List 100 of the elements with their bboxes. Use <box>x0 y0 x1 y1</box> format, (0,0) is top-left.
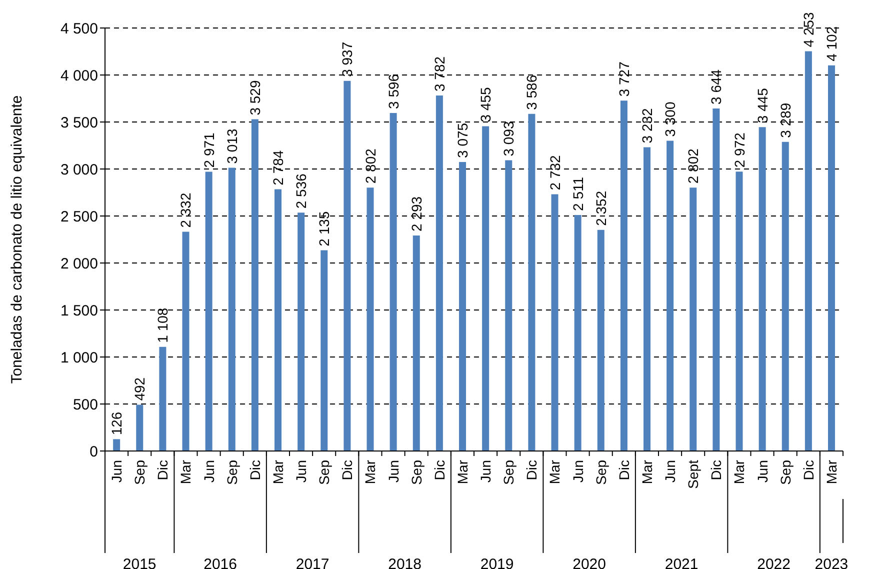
data-label: 3 782 <box>431 56 448 92</box>
x-tick-label: Sep <box>316 460 332 485</box>
text: 2021 <box>664 556 698 569</box>
x-tick-label: Sep <box>500 460 517 485</box>
x-tick-label: Sep <box>592 460 609 485</box>
text: 2019 <box>480 556 514 569</box>
data-label: 3 300 <box>662 102 678 137</box>
x-tick-label: Jun <box>754 460 770 483</box>
text: 2015 <box>122 556 156 569</box>
x-tick-label: Mar <box>362 460 378 484</box>
data-label: 3 075 <box>454 122 471 158</box>
x-tick-label: Jun <box>662 460 678 483</box>
data-label: 3 644 <box>708 69 724 104</box>
y-tick-label: 1 500 <box>60 302 98 320</box>
bar <box>712 108 720 451</box>
bar <box>551 194 558 451</box>
bar <box>113 439 120 451</box>
x-tick-label: Dic <box>800 460 816 480</box>
x-tick-label: Dic <box>431 460 448 480</box>
data-label: 3 289 <box>777 102 794 138</box>
text: 2017 <box>296 556 330 569</box>
data-label: 3 093 <box>500 121 517 156</box>
y-tick-label: 4 000 <box>60 67 98 84</box>
text: 2016 <box>204 556 237 569</box>
bar <box>782 142 789 451</box>
data-label: 3 232 <box>639 108 656 144</box>
x-tick-label: Jun <box>385 460 402 483</box>
data-label: 2 332 <box>178 192 194 228</box>
data-label: 126 <box>108 412 125 436</box>
bar <box>205 172 212 451</box>
bar <box>828 65 836 451</box>
data-label: 2 352 <box>592 190 609 226</box>
x-tick-label: Mar <box>178 460 194 484</box>
x-tick-label: Mar <box>546 460 563 484</box>
data-label: 3 455 <box>478 86 494 122</box>
bar <box>736 172 743 451</box>
bar <box>758 127 766 451</box>
bar <box>666 140 674 451</box>
text: 2018 <box>388 556 422 569</box>
data-label: 2 784 <box>270 150 286 186</box>
text: 2023 <box>814 556 848 569</box>
data-label: 2 135 <box>316 211 332 246</box>
bar <box>274 189 282 451</box>
data-label: 2 536 <box>293 173 310 209</box>
data-label: 4 253 <box>800 12 816 48</box>
data-label: 2 802 <box>685 148 702 184</box>
y-tick-label: 0 <box>90 443 98 460</box>
bar <box>482 126 490 451</box>
data-label: 3 529 <box>246 80 263 116</box>
data-label: 4 102 <box>824 26 840 62</box>
bar <box>505 160 512 451</box>
data-label: 2 732 <box>546 154 563 190</box>
y-tick-label: 500 <box>72 396 98 414</box>
data-label: 1 108 <box>154 308 171 343</box>
bar <box>366 188 374 451</box>
bar <box>136 404 144 451</box>
bar <box>182 232 190 451</box>
bar <box>390 112 397 451</box>
x-tick-label: Sep <box>132 460 148 485</box>
x-tick-label: Sep <box>224 460 240 485</box>
bar <box>644 147 651 451</box>
bar <box>228 168 236 451</box>
x-tick-label: Sep <box>777 460 794 485</box>
x-tick-label: Mar <box>454 460 470 484</box>
bar <box>251 119 258 451</box>
x-tick-label: Mar <box>731 460 748 484</box>
y-tick-label: 1 000 <box>60 349 98 366</box>
x-tick-label: Dic <box>154 460 171 480</box>
data-label: 2 971 <box>200 132 217 168</box>
y-tick-label: 2 000 <box>60 255 98 272</box>
bar <box>528 114 536 451</box>
x-tick-label: Sept <box>685 460 702 489</box>
x-tick-label: Mar <box>270 460 286 484</box>
data-label: 2 802 <box>362 148 378 184</box>
bar <box>804 51 812 451</box>
data-label: 2 511 <box>570 176 586 211</box>
y-tick-label: 3 500 <box>60 114 98 132</box>
y-tick-label: 2 500 <box>60 208 98 226</box>
bar <box>344 80 351 451</box>
x-tick-label: Jun <box>570 460 586 483</box>
data-label: 3 013 <box>224 128 240 164</box>
bar <box>320 250 328 451</box>
x-tick-label: Dic <box>524 460 540 480</box>
x-tick-label: Dic <box>339 460 356 480</box>
bar <box>298 212 305 451</box>
x-tick-label: Jun <box>478 460 494 483</box>
bar <box>412 235 420 451</box>
x-tick-label: Mar <box>823 460 840 484</box>
x-tick-label: Dic <box>246 460 263 480</box>
y-tick-label: 3 000 <box>60 161 98 178</box>
bar <box>459 162 466 451</box>
y-tick-label: 4 500 <box>60 20 98 38</box>
bar <box>690 188 697 451</box>
text: 2022 <box>757 556 790 569</box>
x-tick-label: Jun <box>293 460 310 483</box>
x-tick-label: Dic <box>708 460 724 480</box>
x-tick-label: Sep <box>408 460 424 485</box>
bar <box>159 346 166 451</box>
data-label: 2 293 <box>408 196 424 232</box>
data-label: 492 <box>132 377 148 401</box>
